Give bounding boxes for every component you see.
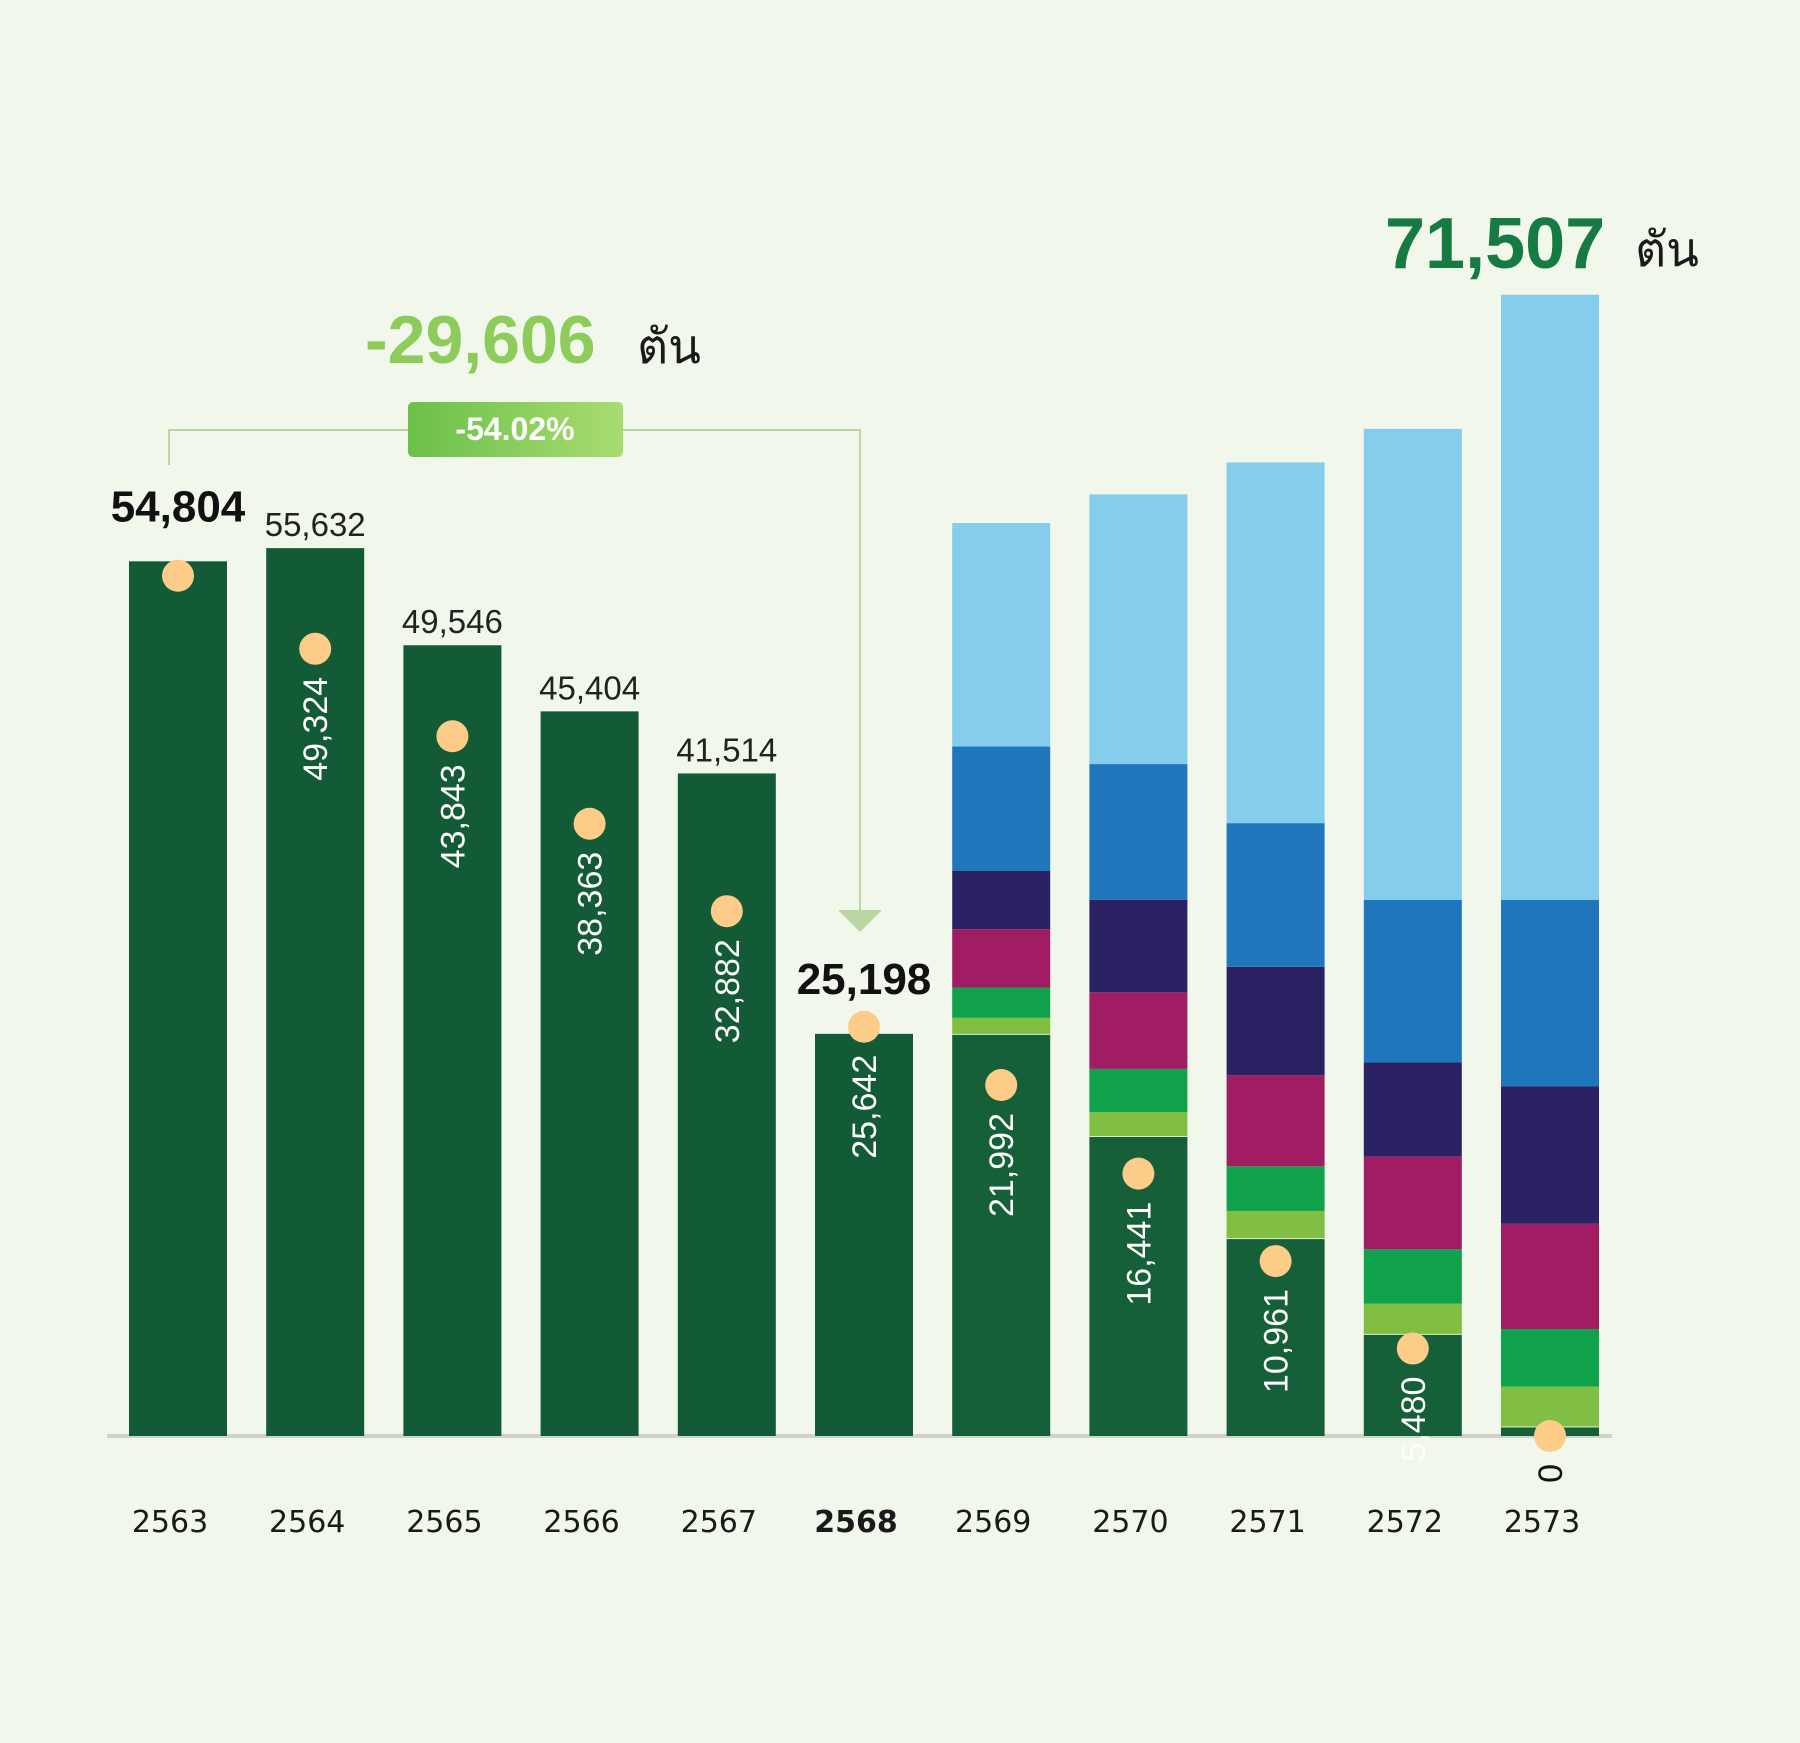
dot-2572 (1396, 1332, 1429, 1365)
bar-value-label-2568: 25,198 (797, 955, 932, 1004)
reduction-percent-badge (408, 402, 623, 457)
dot-value-label-2569: 21,992 (983, 1113, 1021, 1217)
stack-segment-2569-5 (952, 746, 1051, 872)
dot-value-label-2564: 49,324 (297, 677, 335, 781)
dot-2564 (299, 632, 332, 665)
stack-segment-2572-2 (1363, 1249, 1462, 1304)
dot-value-label-2565: 43,843 (434, 764, 472, 868)
bars-layer (129, 294, 1599, 1436)
x-tick-label-2569: 2569 (955, 1505, 1031, 1540)
dot-value-label-2566: 38,363 (572, 852, 610, 956)
dot-2570 (1122, 1157, 1155, 1190)
stack-segment-2569-6 (952, 523, 1051, 747)
dot-value-label-2572: 5,480 (1395, 1377, 1433, 1462)
stack-segment-2569-3 (952, 929, 1051, 988)
stack-segment-2572-1 (1363, 1303, 1462, 1334)
dot-2567 (710, 895, 743, 928)
total-value: 71,507 (1385, 204, 1605, 284)
stack-segment-2571-2 (1226, 1166, 1325, 1211)
reduction-unit: ตัน (637, 319, 701, 375)
bar-2563 (129, 561, 227, 1436)
stack-segment-2570-6 (1089, 494, 1188, 765)
x-tick-label-2570: 2570 (1092, 1505, 1168, 1540)
bar-value-label-2567: 41,514 (676, 731, 777, 768)
dot-value-label-2567: 32,882 (709, 939, 747, 1043)
stack-segment-2570-1 (1089, 1112, 1188, 1136)
bar-2565 (403, 645, 502, 1436)
x-tick-label-2572: 2572 (1367, 1505, 1443, 1540)
stack-segment-2569-2 (952, 987, 1051, 1018)
x-tick-label-2566: 2566 (543, 1505, 619, 1540)
stack-segment-2572-4 (1363, 1062, 1462, 1157)
bar-2564 (266, 548, 365, 1436)
stack-segment-2570-5 (1089, 764, 1188, 900)
stack-segment-2572-5 (1363, 899, 1462, 1063)
dot-value-label-2573: 0 (1532, 1464, 1570, 1483)
stack-segment-2573-2 (1501, 1329, 1599, 1387)
stack-segment-2570-2 (1089, 1068, 1188, 1113)
dot-value-label-2570: 16,441 (1120, 1202, 1158, 1306)
stack-segment-2573-6 (1501, 294, 1599, 900)
x-tick-label-2571: 2571 (1229, 1505, 1305, 1540)
reduction-arrowhead (838, 910, 882, 932)
bar-2568 (815, 1033, 913, 1436)
x-tick-label-2568: 2568 (814, 1505, 898, 1540)
labels-layer: 54,804 2563 55,632 49,324 2564 49,546 43,843 25… (111, 482, 1580, 1540)
dot-2571 (1259, 1245, 1292, 1278)
x-tick-label-2564: 2564 (269, 1505, 345, 1540)
stack-segment-2573-4 (1501, 1086, 1599, 1224)
stack-segment-2571-6 (1226, 462, 1325, 824)
stack-segment-2569-4 (952, 871, 1051, 930)
stack-segment-2571-4 (1226, 966, 1325, 1076)
stack-segment-2570-3 (1089, 992, 1188, 1069)
dot-value-label-2568: 25,642 (846, 1055, 884, 1159)
dots-layer (162, 559, 1566, 1452)
stack-segment-2573-3 (1501, 1223, 1599, 1330)
bar-2567 (677, 773, 776, 1436)
stack-segment-2572-3 (1363, 1156, 1462, 1250)
stack-segment-2571-3 (1226, 1075, 1325, 1167)
reduction-percent-label: -54.02% (455, 411, 574, 447)
stack-segment-2573-5 (1501, 899, 1599, 1087)
x-tick-label-2565: 2565 (406, 1505, 482, 1540)
stack-segment-2573-1 (1501, 1386, 1599, 1427)
bar-value-label-2565: 49,546 (402, 603, 503, 640)
dot-2569 (985, 1069, 1018, 1102)
dot-2568 (848, 1010, 880, 1043)
x-tick-label-2573: 2573 (1504, 1505, 1580, 1540)
bar-value-label-2564: 55,632 (265, 506, 366, 543)
x-tick-label-2563: 2563 (132, 1505, 208, 1540)
stack-segment-2571-1 (1226, 1210, 1325, 1239)
reduction-value: -29,606 (365, 302, 596, 378)
stack-segment-2569-1 (952, 1017, 1051, 1034)
dot-2566 (573, 807, 606, 840)
stack-segment-2570-4 (1089, 899, 1188, 993)
dot-2563 (162, 559, 194, 592)
stack-segment-2572-6 (1363, 428, 1462, 900)
dot-2573 (1534, 1420, 1566, 1452)
dot-2565 (436, 720, 469, 753)
x-tick-label-2567: 2567 (681, 1505, 757, 1540)
dot-value-label-2571: 10,961 (1258, 1289, 1296, 1393)
bar-value-label-2563: 54,804 (111, 482, 246, 531)
stack-segment-2571-5 (1226, 823, 1325, 967)
bar-value-label-2566: 45,404 (539, 669, 640, 706)
total-unit: ตัน (1635, 222, 1699, 278)
